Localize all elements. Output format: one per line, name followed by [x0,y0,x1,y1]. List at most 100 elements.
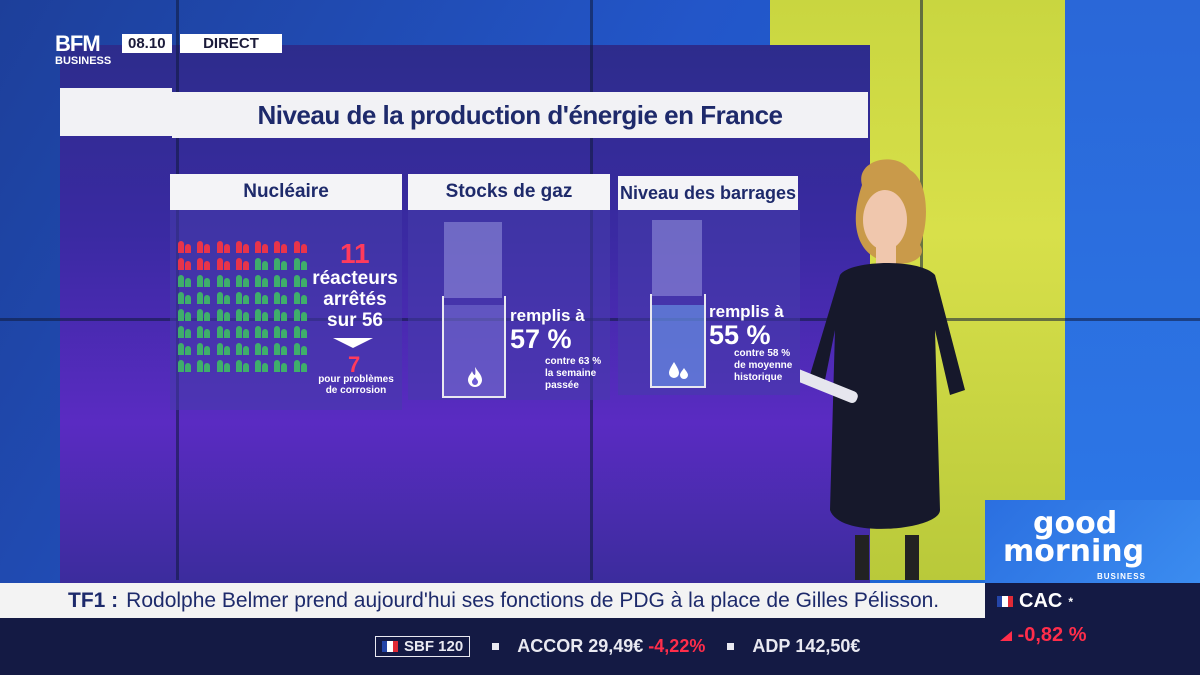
reactor-running-icon [235,291,250,304]
dams-compare-line2: de moyenne [734,360,793,371]
gas-fill-value: 57 % [510,324,572,354]
dams-tank-empty [652,220,702,296]
gas-tank-empty [444,222,502,298]
reactor-running-icon [216,342,231,355]
market-price: 142,50€ [795,636,861,656]
market-name: SBF 120 [404,638,464,655]
reactor-stopped-icon [255,240,269,253]
reactor-running-icon [216,325,231,338]
dams-compare-line3: historique [734,372,783,383]
nuclear-label: réacteurs arrêtés sur 56 [310,268,400,331]
reactor-running-icon [235,325,250,338]
reactor-running-icon [178,274,192,287]
nuclear-line3: sur 56 [327,310,383,331]
nuclear-line2: arrêtés [323,289,387,310]
arrow-down-icon [333,338,373,348]
reactor-running-icon [255,308,269,321]
reactor-running-icon [235,342,250,355]
market-price: 29,49€ [588,636,644,656]
reactor-stopped-icon [197,240,211,253]
reactor-stopped-icon [216,257,231,270]
nuclear-header: Nucléaire [170,174,402,210]
gas-compare-line2: la semaine [545,368,597,379]
reactor-running-icon [274,274,288,287]
france-flag-icon [997,596,1013,607]
gas-compare-line1: contre 63 % [545,356,602,367]
logo-main: BFM [55,31,101,56]
live-badge: DIRECT [180,34,282,53]
reactor-running-icon [216,359,231,372]
gas-fill-label: remplis à [510,306,585,325]
market-index-sbf120: SBF 120 [375,636,471,657]
reactor-running-icon [255,342,269,355]
dams-fill-value: 55 % [709,320,771,350]
show-logo: good morning BUSINESS [985,500,1200,583]
studio-background-blue [1065,0,1200,500]
reactor-running-icon [274,359,288,372]
reactor-running-icon [178,342,192,355]
broadcast-time: 08.10 [122,34,172,53]
reactor-running-icon [178,308,192,321]
reactor-running-icon [293,342,308,355]
reactor-running-icon [293,274,308,287]
reactor-running-icon [235,308,250,321]
ticker-source: TF1 : [68,588,119,612]
index-label: CAC [1019,590,1063,612]
bullet-icon [492,643,500,650]
reactor-running-icon [235,274,250,287]
logo-sub: BUSINESS [55,55,112,67]
presenter-figure [800,159,965,580]
reactor-running-icon [197,359,211,372]
reactor-running-icon [293,291,308,304]
reactor-running-icon [274,308,288,321]
reactor-stopped-icon [178,257,192,270]
nuclear-line1: réacteurs [312,268,398,289]
reactor-running-icon [255,291,269,304]
market-name: ACCOR [517,636,584,656]
reactor-running-icon [274,342,288,355]
reactor-running-icon [293,257,308,270]
reactor-running-icon [274,257,288,270]
index-name: CAC * [997,590,1073,613]
index-marker: * [1068,594,1074,609]
corrosion-count: 7 [348,352,361,377]
infographic-title: Niveau de la production d'énergie en Fra… [257,99,783,130]
reactor-running-icon [293,325,308,338]
infographic-title-bar: Niveau de la production d'énergie en Fra… [172,92,868,138]
gas-compare-line3: passée [545,380,579,391]
reactor-running-icon [235,359,250,372]
market-ticker: SBF 120 ACCOR 29,49€ -4,22% ADP 142,50€ [0,618,985,675]
reactor-running-icon [216,308,231,321]
index-panel [985,583,1200,675]
market-name: ADP [752,636,791,656]
news-ticker: TF1 : Rodolphe Belmer prend aujourd'hui … [0,583,985,618]
reactor-running-icon [197,325,211,338]
reactor-running-icon [255,325,269,338]
nuclear-card [170,210,402,410]
show-logo-line1: good [1033,506,1118,541]
reactor-running-icon [293,308,308,321]
stopped-count: 11 [340,238,370,269]
corrosion-label: pour problèmes de corrosion [318,374,394,396]
gas-header: Stocks de gaz [408,174,610,210]
reactor-stopped-icon [235,240,250,253]
market-item-adp: ADP 142,50€ [727,636,860,657]
reactor-running-icon [274,291,288,304]
reactor-running-icon [255,359,269,372]
market-change: -4,22% [648,636,706,656]
reactor-stopped-icon [274,240,288,253]
reactor-running-icon [178,325,192,338]
reactor-running-icon [178,291,192,304]
reactor-stopped-icon [235,257,250,270]
reactor-running-icon [197,291,211,304]
show-logo-line2: morning [1003,534,1145,569]
reactor-stopped-icon [197,257,211,270]
index-change-value: -0,82 % [1017,624,1087,646]
reactor-running-icon [197,274,211,287]
reactor-running-icon [274,325,288,338]
reactor-stopped-icon [216,240,231,253]
show-logo-sub: BUSINESS [1097,572,1146,581]
title-strip [60,88,172,136]
reactor-running-icon [197,342,211,355]
flame-icon [466,366,484,388]
